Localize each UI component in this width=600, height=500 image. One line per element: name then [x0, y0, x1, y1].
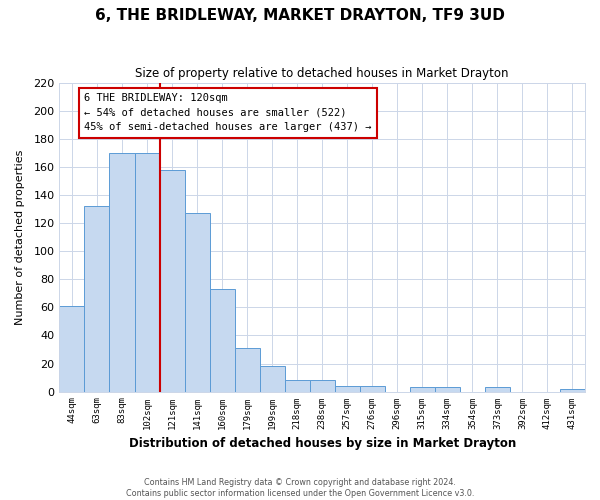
Bar: [185, 214, 209, 392]
Bar: [134, 153, 160, 392]
Text: 6, THE BRIDLEWAY, MARKET DRAYTON, TF9 3UD: 6, THE BRIDLEWAY, MARKET DRAYTON, TF9 3U…: [95, 8, 505, 22]
Y-axis label: Number of detached properties: Number of detached properties: [15, 150, 25, 325]
Text: Contains HM Land Registry data © Crown copyright and database right 2024.
Contai: Contains HM Land Registry data © Crown c…: [126, 478, 474, 498]
Text: 6 THE BRIDLEWAY: 120sqm
← 54% of detached houses are smaller (522)
45% of semi-d: 6 THE BRIDLEWAY: 120sqm ← 54% of detache…: [85, 93, 372, 132]
Title: Size of property relative to detached houses in Market Drayton: Size of property relative to detached ho…: [136, 68, 509, 80]
Bar: [335, 386, 360, 392]
Bar: [310, 380, 335, 392]
Bar: [109, 153, 134, 392]
Bar: [209, 289, 235, 392]
Bar: [160, 170, 185, 392]
Bar: [485, 388, 510, 392]
Bar: [260, 366, 284, 392]
Bar: [360, 386, 385, 392]
Bar: [284, 380, 310, 392]
X-axis label: Distribution of detached houses by size in Market Drayton: Distribution of detached houses by size …: [128, 437, 516, 450]
Bar: [59, 306, 85, 392]
Bar: [85, 206, 109, 392]
Bar: [435, 388, 460, 392]
Bar: [560, 389, 585, 392]
Bar: [410, 388, 435, 392]
Bar: [235, 348, 260, 392]
